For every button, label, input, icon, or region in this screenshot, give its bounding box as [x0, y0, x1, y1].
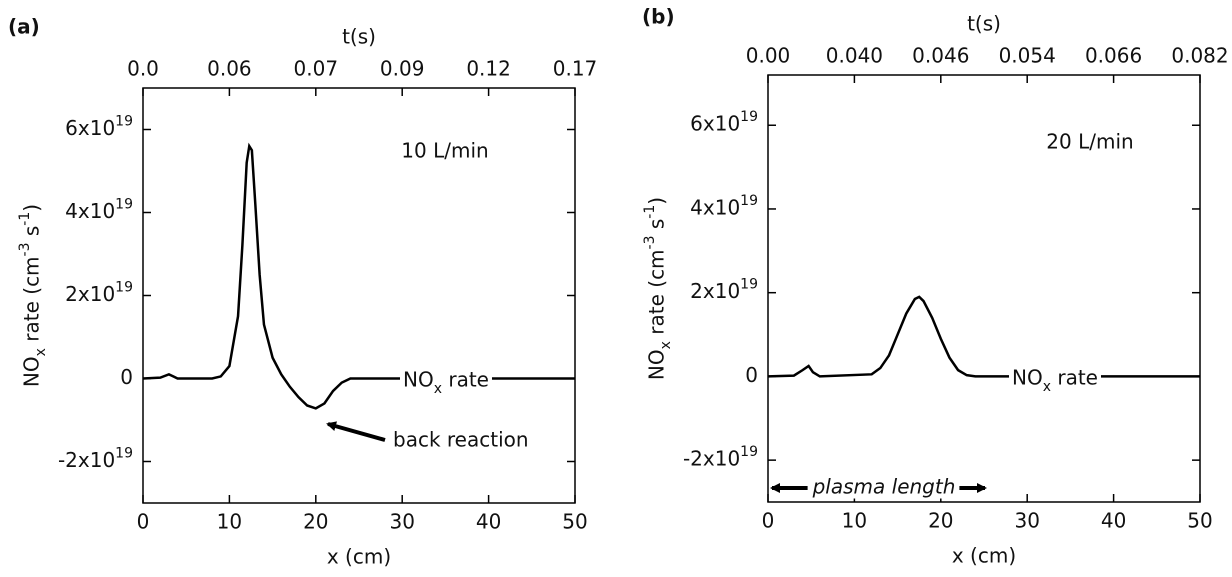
panel-label: (a)	[8, 15, 40, 39]
plot-frame	[767, 74, 1201, 503]
annotation: plasma length	[812, 475, 956, 499]
y-tick-label: 4x1019	[690, 193, 758, 220]
x-tick-label: 50	[562, 510, 587, 534]
x-tick-label: 50	[1187, 509, 1212, 533]
y-tick-label: -2x1019	[58, 446, 133, 473]
x2-axis-label: t(s)	[967, 12, 1001, 36]
y-axis-label: NOx rate (cm-3 s-1)	[642, 197, 674, 380]
x-tick-label: 10	[842, 509, 867, 533]
y-tick-label: 2x1019	[65, 280, 133, 307]
x-tick-label: 10	[217, 510, 242, 534]
x2-tick-label: 0.06	[207, 57, 252, 81]
annotation: 20 L/min	[1046, 130, 1133, 154]
x-tick-label: 0	[762, 509, 775, 533]
x-tick-label: 20	[928, 509, 953, 533]
y-tick-label: 4x1019	[65, 197, 133, 224]
x2-tick-label: 0.17	[553, 57, 598, 81]
x2-axis-label: t(s)	[342, 25, 376, 49]
y-axis-label: NOx rate (cm-3 s-1)	[17, 204, 49, 387]
x-axis-label: x (cm)	[952, 544, 1016, 568]
annotation-arrow	[326, 421, 386, 442]
x2-tick-label: 0.066	[1085, 44, 1142, 68]
panel-label: (b)	[642, 5, 675, 29]
annotation: 10 L/min	[401, 139, 488, 163]
data-line	[142, 142, 575, 410]
y-tick-label: 2x1019	[690, 277, 758, 304]
x2-tick-label: 0.082	[1171, 44, 1228, 68]
x-tick-label: 20	[303, 510, 328, 534]
y-tick-label: 0	[120, 365, 133, 389]
y-tick-label: 6x1019	[65, 114, 133, 141]
y-tick-label: 0	[745, 363, 758, 387]
y-tick-label: -2x1019	[683, 444, 758, 471]
x-tick-label: 0	[137, 510, 150, 534]
x2-tick-label: 0.09	[380, 57, 425, 81]
x-tick-label: 30	[389, 510, 414, 534]
x-tick-label: 40	[476, 510, 501, 534]
x-tick-label: 40	[1101, 509, 1126, 533]
annotation-bg	[807, 474, 960, 499]
x-axis-label: x (cm)	[327, 545, 391, 569]
annotation: back reaction	[393, 428, 529, 452]
x2-tick-label: 0.054	[999, 44, 1056, 68]
x2-tick-label: 0.07	[294, 57, 339, 81]
x2-tick-label: 0.046	[912, 44, 969, 68]
x2-tick-label: 0.040	[826, 44, 883, 68]
data-line	[767, 295, 1200, 378]
line-label-bg	[1009, 365, 1101, 395]
x2-tick-label: 0.00	[746, 44, 791, 68]
x2-tick-label: 0.12	[466, 57, 511, 81]
x2-tick-label: 0.0	[127, 57, 159, 81]
x-tick-label: 30	[1014, 509, 1039, 533]
line-label-bg	[400, 367, 492, 397]
y-tick-label: 6x1019	[690, 109, 758, 136]
